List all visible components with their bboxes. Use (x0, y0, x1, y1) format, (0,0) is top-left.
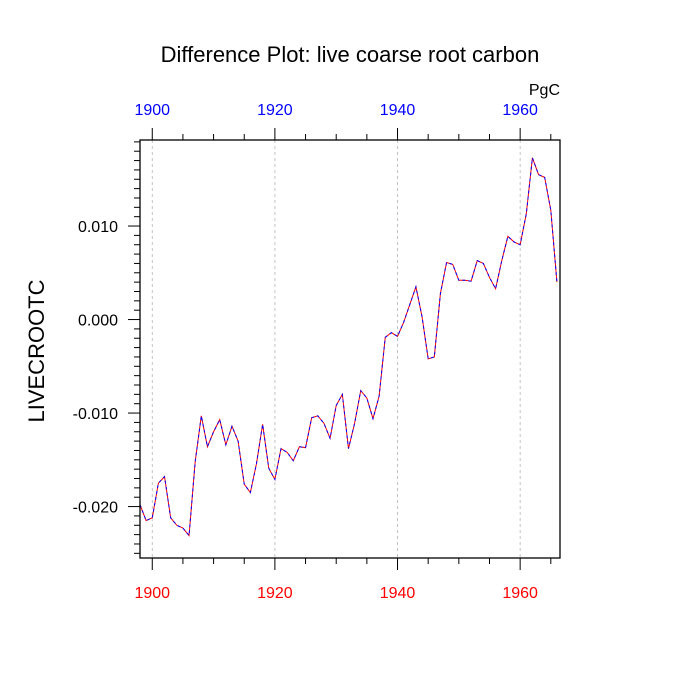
data-line-blue-dashed (139, 157, 558, 537)
x-tick-label-bottom: 1940 (380, 585, 416, 602)
plot-frame (139, 139, 561, 559)
tick-labels: 1900 1920 1940 1960 1900 1920 1940 1960 0.010 0.0… (73, 102, 538, 602)
x-tick-label-top: 1900 (134, 102, 170, 119)
grid-lines (151, 140, 521, 558)
units-label: PgC (529, 82, 560, 99)
x-tick-label-top: 1940 (380, 102, 416, 119)
plot-area (139, 157, 558, 537)
y-tick-label: -0.020 (73, 500, 118, 517)
axis-ticks (128, 128, 552, 570)
y-tick-label: 0.000 (78, 313, 118, 330)
x-tick-label-top: 1960 (502, 102, 538, 119)
chart-title: Difference Plot: live coarse root carbon (161, 42, 540, 67)
y-axis-label: LIVECROOTC (24, 279, 49, 422)
x-tick-label-bottom: 1960 (502, 585, 538, 602)
x-tick-label-top: 1920 (257, 102, 293, 119)
y-tick-label: 0.010 (78, 219, 118, 236)
data-line-red (139, 157, 558, 537)
x-tick-label-bottom: 1900 (134, 585, 170, 602)
y-tick-label: -0.010 (73, 406, 118, 423)
x-tick-label-bottom: 1920 (257, 585, 293, 602)
